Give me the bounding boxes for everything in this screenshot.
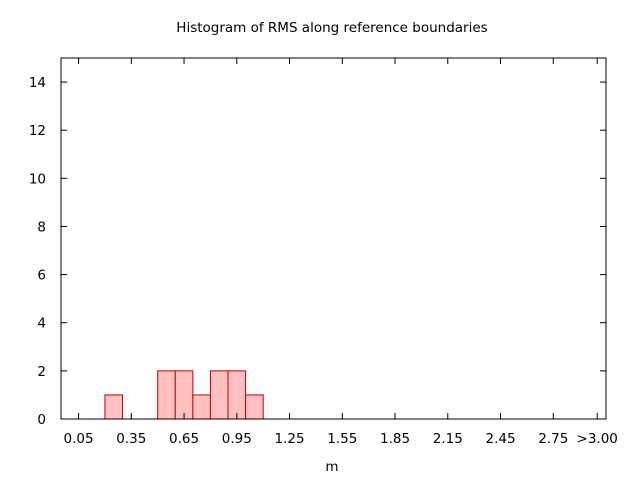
y-tick-label: 8 — [37, 219, 46, 235]
histogram-bar-4 — [209, 370, 229, 420]
y-tick-label: 14 — [29, 75, 46, 91]
x-axis-ticks: 0.05 0.35 0.65 0.95 1.25 1.55 1.85 2.15 2.45 2.75… — [64, 58, 618, 447]
bars-group — [104, 370, 264, 420]
x-tick-label: 1.55 — [327, 431, 357, 447]
histogram-bar-1 — [157, 370, 176, 420]
plot-frame — [60, 57, 607, 420]
histogram-bar-3 — [192, 394, 211, 420]
histogram-bar-6 — [245, 394, 264, 420]
x-tick-label: 2.15 — [433, 431, 463, 447]
histogram-bar-0 — [104, 394, 124, 420]
histogram-bar-5 — [227, 370, 247, 420]
x-tick-label: 0.35 — [116, 431, 146, 447]
y-tick-label: 10 — [29, 171, 46, 187]
y-tick-label: 0 — [37, 412, 46, 428]
x-tick-label: 0.65 — [169, 431, 199, 447]
chart-title: Histogram of RMS along reference boundar… — [176, 20, 487, 36]
y-tick-label: 12 — [29, 123, 46, 139]
x-tick-label: 1.25 — [275, 431, 305, 447]
y-tick-label: 6 — [37, 268, 46, 284]
y-tick-label: 4 — [37, 316, 46, 332]
x-tick-label: 1.85 — [380, 431, 410, 447]
x-tick-label: 0.95 — [222, 431, 252, 447]
histogram-bar-2 — [174, 370, 194, 420]
x-tick-label: 2.45 — [485, 431, 515, 447]
x-tick-label: 0.05 — [64, 431, 94, 447]
x-tick-label: 2.75 — [538, 431, 568, 447]
y-axis-ticks: 0 2 4 6 8 10 12 14 — [29, 75, 606, 428]
y-tick-label: 2 — [37, 364, 46, 380]
x-tick-label: >3.00 — [577, 431, 618, 447]
x-axis-label: m — [325, 459, 338, 475]
